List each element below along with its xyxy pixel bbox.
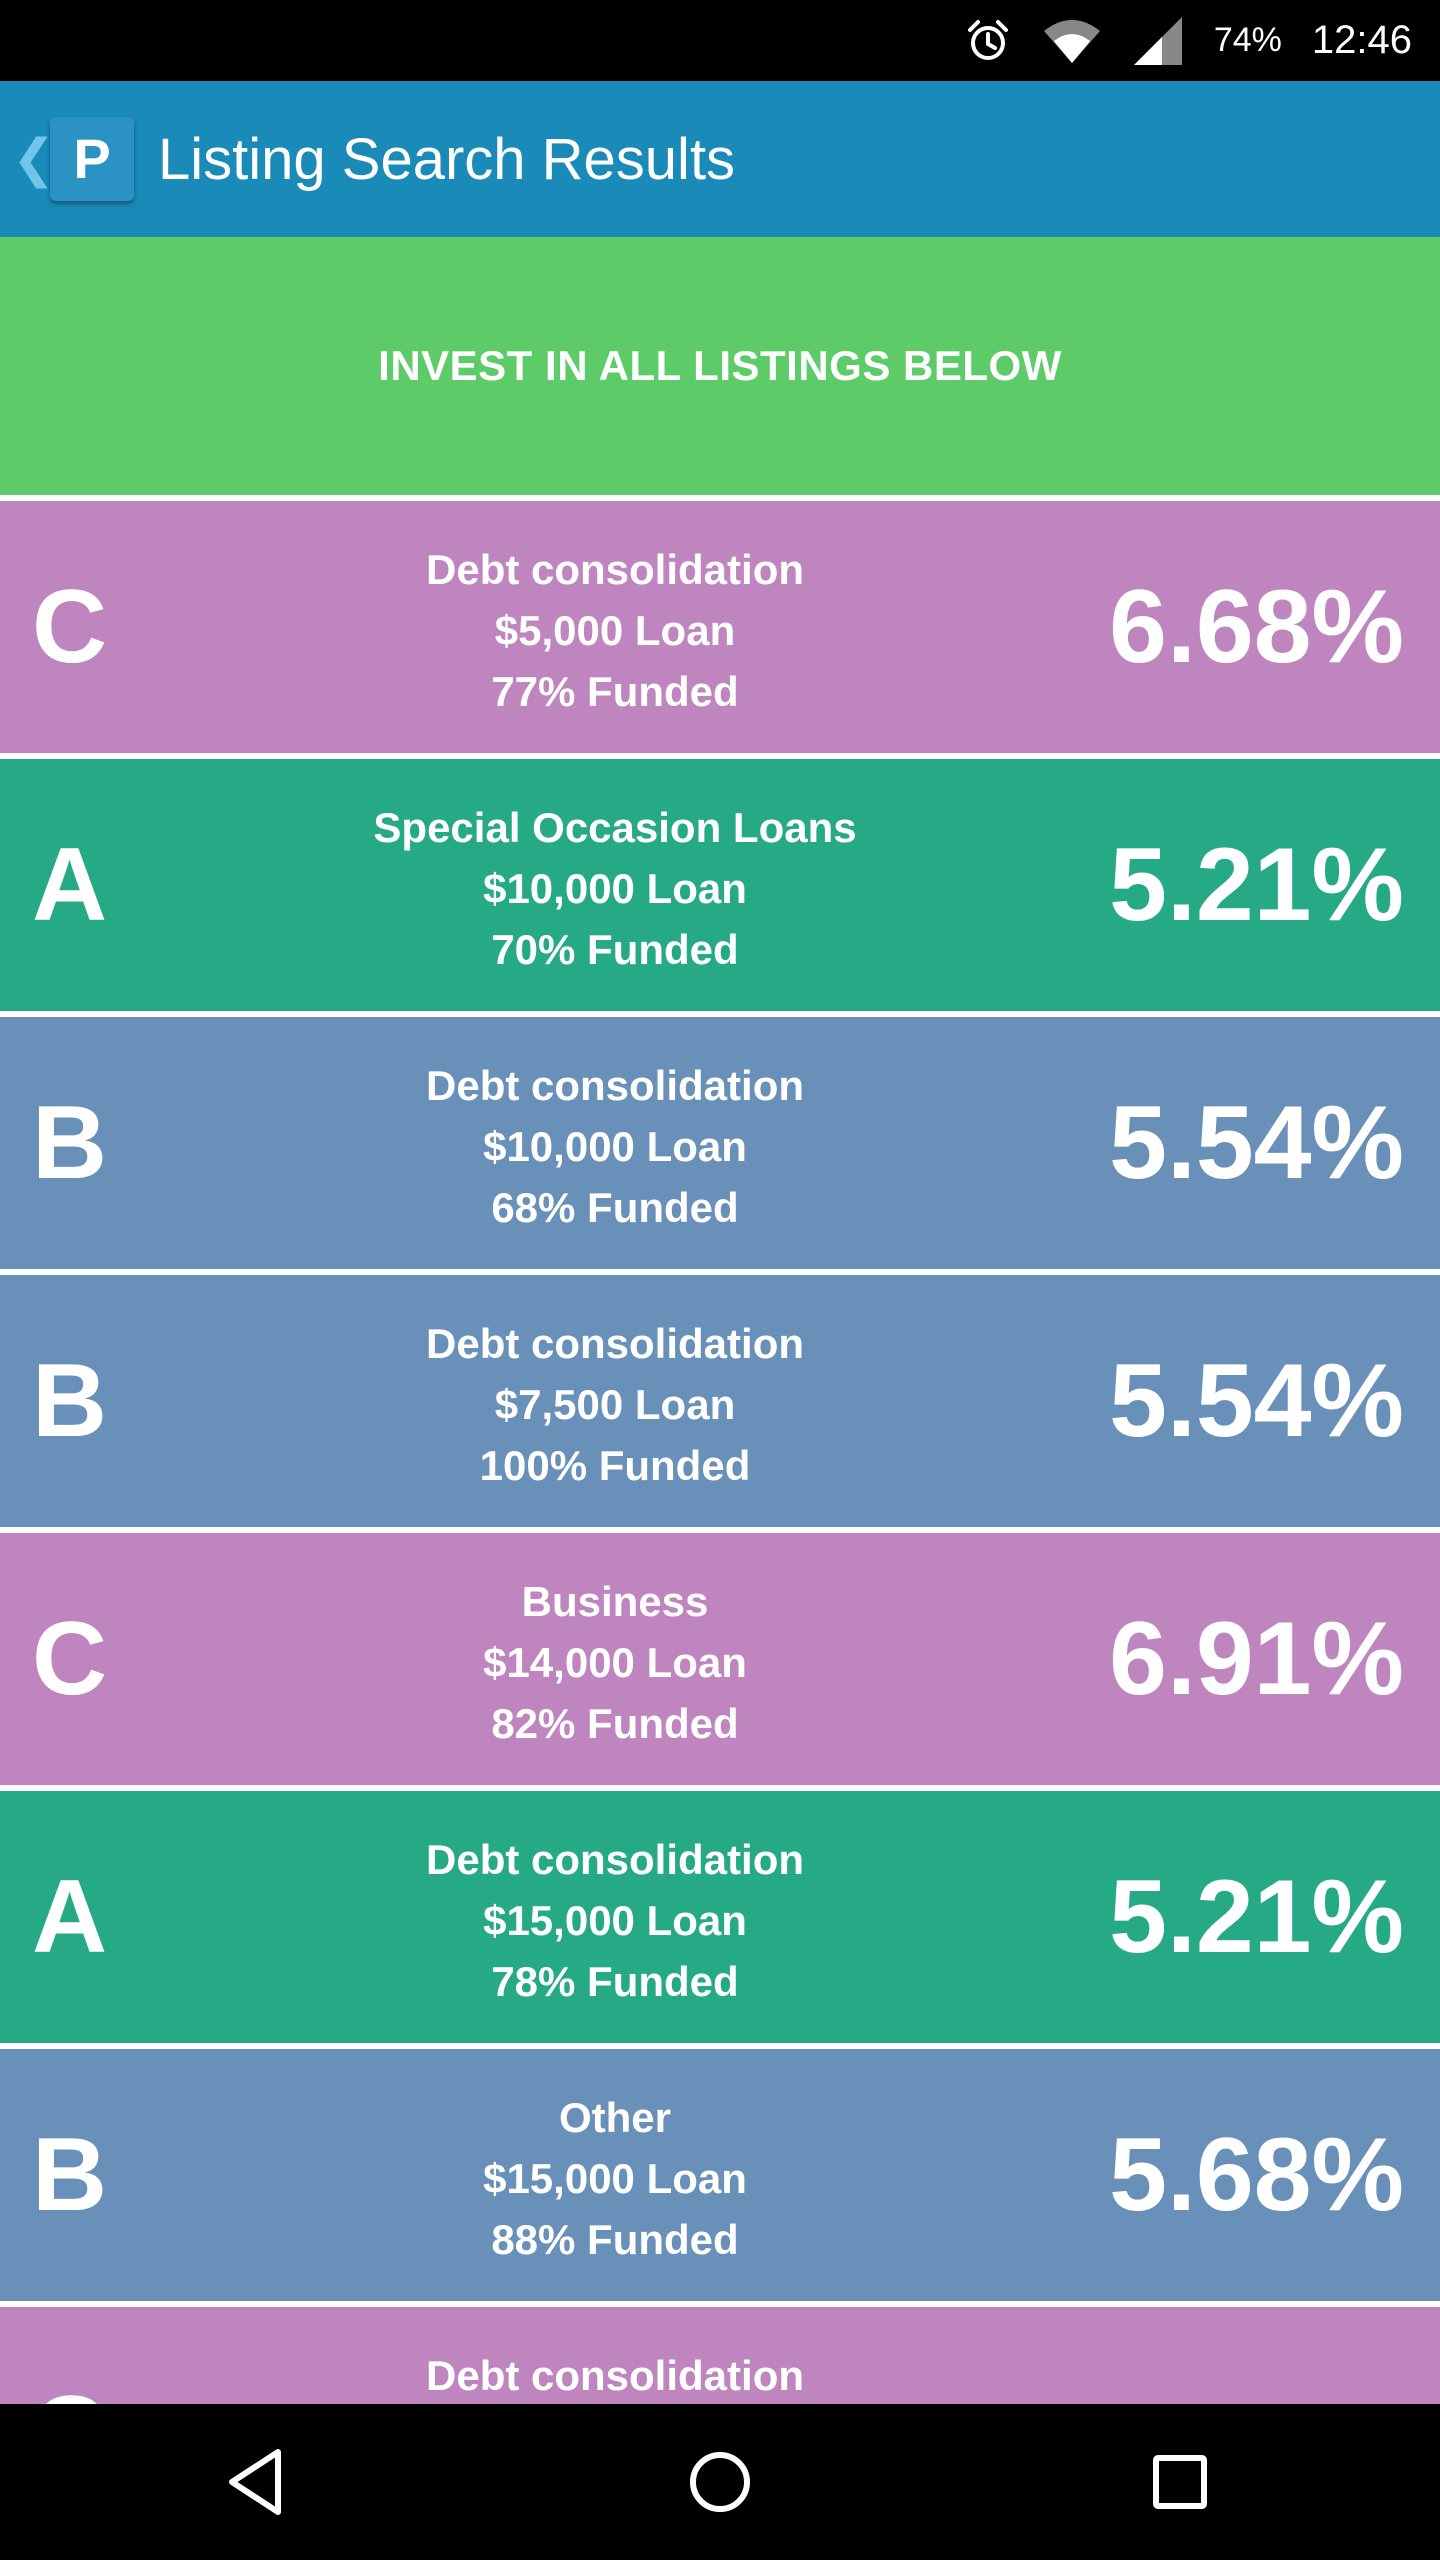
listing-funded: 70% Funded bbox=[491, 926, 739, 973]
listing-grade: B bbox=[32, 1085, 108, 1201]
listing-amount: $15,000 Loan bbox=[483, 2155, 747, 2202]
listing-row[interactable]: C Business $14,000 Loan 82% Funded 6.91% bbox=[0, 1533, 1440, 1785]
listing-row[interactable]: B Debt consolidation $10,000 Loan 68% Funde… bbox=[0, 1017, 1440, 1269]
listing-funded: 68% Funded bbox=[491, 1184, 739, 1231]
listing-purpose: Other bbox=[558, 2094, 671, 2141]
listing-row[interactable]: A Debt consolidation $15,000 Loan 78% Funde… bbox=[0, 1791, 1440, 2043]
listing-funded: 82% Funded bbox=[491, 1700, 739, 1747]
listing-details: Debt consolidation $10,000 Loan 68% Funded bbox=[230, 1055, 1000, 1238]
listing-funded: 78% Funded bbox=[491, 1958, 739, 2005]
listing-rate: 5.21% bbox=[1109, 1859, 1404, 1975]
listing-amount: $7,500 Loan bbox=[494, 1381, 736, 1428]
listing-grade: B bbox=[32, 2117, 108, 2233]
listing-amount: $10,000 Loan bbox=[483, 1123, 747, 1170]
back-triangle-icon[interactable] bbox=[222, 2442, 302, 2522]
app-bar: ❮ P Listing Search Results bbox=[0, 81, 1440, 237]
clock: 12:46 bbox=[1311, 18, 1412, 62]
listing-purpose: Debt consolidation bbox=[426, 1320, 804, 1367]
listing-purpose: Debt consolidation bbox=[426, 2352, 804, 2399]
chevron-left-icon[interactable]: ❮ bbox=[12, 130, 56, 188]
listing-details: Debt consolidation $15,000 Loan 78% Funded bbox=[230, 1829, 1000, 2012]
listing-purpose: Debt consolidation bbox=[426, 1836, 804, 1883]
listing-row[interactable]: C Debt consolidation bbox=[0, 2307, 1440, 2404]
listing-grade: B bbox=[32, 1343, 108, 1459]
listing-row[interactable]: B Other $15,000 Loan 88% Funded 5.68% bbox=[0, 2049, 1440, 2301]
listing-details: Other $15,000 Loan 88% Funded bbox=[230, 2087, 1000, 2270]
battery-percent: 74% bbox=[1213, 21, 1282, 59]
listing-purpose: Special Occasion Loans bbox=[373, 804, 857, 851]
cell-signal-icon bbox=[1132, 15, 1184, 67]
status-right-group: 74% 12:46 bbox=[964, 0, 1412, 81]
listing-rate: 6.91% bbox=[1109, 1601, 1404, 1717]
listing-amount: $14,000 Loan bbox=[483, 1639, 747, 1686]
wifi-icon bbox=[1042, 17, 1102, 65]
page-title: Listing Search Results bbox=[158, 127, 736, 192]
listing-grade: C bbox=[32, 569, 108, 685]
listing-rate: 5.54% bbox=[1109, 1343, 1404, 1459]
listing-amount: $15,000 Loan bbox=[483, 1897, 747, 1944]
listing-rate: 5.54% bbox=[1109, 1085, 1404, 1201]
home-circle-icon[interactable] bbox=[680, 2442, 760, 2522]
listing-grade: C bbox=[32, 1601, 108, 1717]
listing-row[interactable]: C Debt consolidation $5,000 Loan 77% Funded… bbox=[0, 501, 1440, 753]
listing-details: Debt consolidation $7,500 Loan 100% Funded bbox=[230, 1313, 1000, 1496]
listing-funded: 100% Funded bbox=[479, 1442, 751, 1489]
app-logo[interactable]: P bbox=[50, 117, 134, 201]
listing-row[interactable]: B Debt consolidation $7,500 Loan 100% Funde… bbox=[0, 1275, 1440, 1527]
listing-rate: 6.68% bbox=[1109, 569, 1404, 685]
listing-grade: A bbox=[32, 827, 108, 943]
system-nav-bar bbox=[0, 2404, 1440, 2560]
listing-details: Special Occasion Loans $10,000 Loan 70% Fu… bbox=[230, 797, 1000, 980]
listing-details: Business $14,000 Loan 82% Funded bbox=[230, 1571, 1000, 1754]
recents-square-icon[interactable] bbox=[1140, 2442, 1220, 2522]
status-bar: 74% 12:46 bbox=[0, 0, 1440, 81]
listing-grade: A bbox=[32, 1859, 108, 1975]
listing-purpose: Debt consolidation bbox=[426, 546, 804, 593]
listing-purpose: Business bbox=[521, 1578, 709, 1625]
listing-funded: 88% Funded bbox=[491, 2216, 739, 2263]
listing-funded: 77% Funded bbox=[491, 668, 739, 715]
alarm-icon bbox=[964, 17, 1012, 65]
listing-purpose: Debt consolidation bbox=[426, 1062, 804, 1109]
listing-rate: 5.21% bbox=[1109, 827, 1404, 943]
listing-amount: $5,000 Loan bbox=[494, 607, 736, 654]
listing-amount: $10,000 Loan bbox=[483, 865, 747, 912]
listing-details: Debt consolidation bbox=[230, 2345, 1000, 2404]
listing-list[interactable]: INVEST IN ALL LISTINGS BELOW C Debt conso… bbox=[0, 237, 1440, 2404]
invest-all-button[interactable]: INVEST IN ALL LISTINGS BELOW bbox=[0, 237, 1440, 495]
listing-rate: 5.68% bbox=[1109, 2117, 1404, 2233]
listing-grade: C bbox=[32, 2307, 107, 2404]
listing-details: Debt consolidation $5,000 Loan 77% Funded bbox=[230, 539, 1000, 722]
listing-row[interactable]: A Special Occasion Loans $10,000 Loan 70% F… bbox=[0, 759, 1440, 1011]
